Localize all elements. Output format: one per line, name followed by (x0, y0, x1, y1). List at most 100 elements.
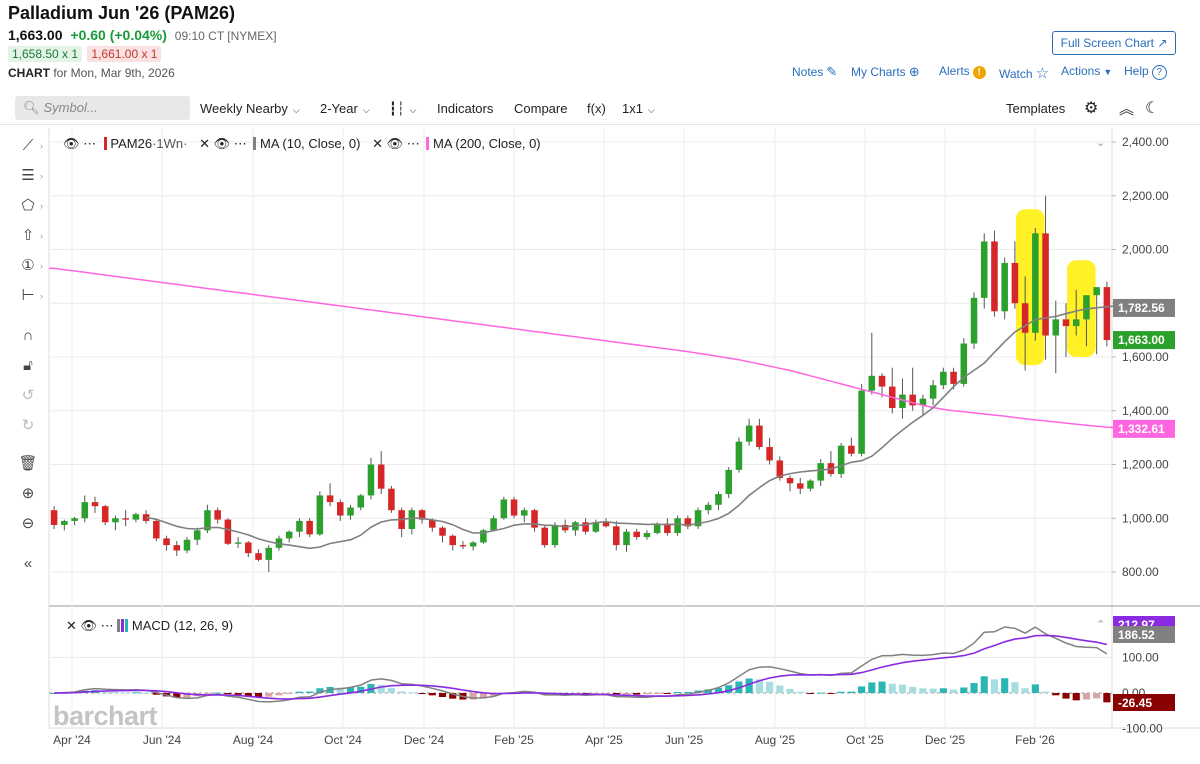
macd-histogram-bar (203, 693, 212, 694)
macd-histogram-bar (980, 676, 988, 693)
help-link[interactable]: Help? (1124, 64, 1167, 80)
magnet-icon[interactable]: ∩ (22, 327, 34, 344)
candle-body (337, 502, 344, 516)
candle-body (224, 519, 232, 544)
candle-body (643, 533, 651, 538)
watch-label: Watch (999, 67, 1033, 81)
symbol-legend-suffix: ·1Wn· (152, 136, 188, 151)
trendline-tool-icon[interactable]: ⟋ › (22, 137, 43, 154)
macd-histogram-bar (612, 693, 620, 695)
macd-histogram-bar (888, 683, 896, 693)
chart-type-dropdown[interactable]: ┇┆ ⌵ (389, 101, 416, 117)
close-icon[interactable]: ✕ (372, 136, 383, 151)
close-icon[interactable]: ✕ (199, 136, 210, 151)
redo-icon[interactable]: ↻ (21, 417, 35, 434)
macd-histogram-bar (622, 693, 631, 695)
macd-tick-label: -100.00 (1122, 722, 1163, 736)
annotation-tool-icon[interactable]: ① › (21, 257, 43, 274)
search-icon: 🔍︎ (23, 100, 40, 115)
notes-link[interactable]: Notes ✎ (792, 64, 837, 80)
macd-histogram-bar (285, 693, 293, 694)
macd-badge (1113, 694, 1175, 711)
more-icon[interactable]: ⋯ (83, 136, 97, 151)
symbol-search-input[interactable]: 🔍︎ Symbol... (15, 96, 190, 120)
candle-body (204, 510, 211, 531)
price-tick-label: 1,600.00 (1122, 350, 1169, 364)
more-icon[interactable]: ⋯ (406, 136, 420, 151)
candle-body (132, 514, 140, 520)
bid-quote: 1,658.50 x 1 (8, 46, 83, 62)
zoom-out-icon[interactable]: ⊖ (21, 515, 35, 532)
candle-body (858, 390, 865, 454)
eye-icon[interactable]: 👁︎ (213, 136, 231, 151)
chart-area[interactable]: 2,400.002,200.002,000.001,800.001,600.00… (0, 128, 1200, 759)
macd-histogram-bar (827, 693, 835, 694)
macd-histogram-bar (745, 678, 753, 693)
shape-tool-icon[interactable]: ⬠ › (21, 197, 43, 214)
gear-icon[interactable]: ⚙ (1084, 100, 1099, 117)
arrow-tool-icon[interactable]: ⇧ › (21, 227, 43, 244)
macd-histogram-bar (776, 685, 784, 693)
candle-body (531, 510, 538, 528)
full-screen-button[interactable]: Full Screen Chart ↗ (1052, 31, 1176, 55)
candle-body (725, 469, 732, 495)
candle-body (122, 518, 129, 520)
measure-tool-icon[interactable]: ⊢ › (21, 287, 43, 304)
close-icon[interactable]: ✕ (66, 618, 77, 633)
undo-icon[interactable]: ↺ (21, 387, 35, 404)
macd-histogram-bar (214, 692, 222, 694)
dark-mode-icon[interactable]: ☾ (1145, 100, 1160, 117)
eye-icon[interactable]: 👁︎ (63, 136, 80, 151)
alerts-link[interactable]: Alerts! (939, 64, 986, 79)
candle-body (265, 547, 273, 560)
price-chart-svg[interactable]: 2,400.002,200.002,000.001,800.001,600.00… (0, 128, 1200, 759)
indicators-button[interactable]: Indicators (437, 101, 494, 116)
zoom-in-icon[interactable]: ⊕ (21, 485, 35, 502)
time-tick-label: Feb '25 (494, 733, 534, 747)
candle-body (1062, 319, 1070, 327)
candle-body (163, 538, 170, 546)
watch-link[interactable]: Watch ☆ (999, 64, 1049, 82)
eye-icon[interactable]: 👁︎ (386, 136, 404, 151)
unlock-icon[interactable]: 🔓︎ (23, 357, 33, 374)
candle-body (326, 495, 334, 503)
candle-body (1072, 319, 1080, 327)
frequency-dropdown[interactable]: Weekly Nearby ⌵ (200, 101, 300, 116)
eye-icon[interactable]: 👁︎ (80, 618, 98, 633)
candle-body (500, 499, 508, 519)
my-charts-link[interactable]: My Charts ⊕ (851, 64, 920, 80)
period-dropdown[interactable]: 2-Year ⌵ (320, 101, 370, 116)
macd-histogram-bar (132, 692, 140, 694)
templates-button[interactable]: Templates (1006, 101, 1066, 116)
layout-label: 1x1 (622, 101, 643, 116)
function-button[interactable]: f(x) (587, 101, 606, 116)
macd-badge (1113, 626, 1175, 643)
macd-histogram-bar (592, 693, 600, 694)
layout-dropdown[interactable]: 1x1 ⌵ (622, 101, 655, 116)
candle-body (449, 535, 457, 546)
actions-menu[interactable]: Actions ▼ (1061, 64, 1112, 78)
trash-icon[interactable]: 🗑︎ (18, 455, 38, 472)
macd-histogram-bar (949, 689, 958, 693)
compare-button[interactable]: Compare (514, 101, 568, 116)
help-label: Help (1124, 64, 1149, 78)
more-icon[interactable]: ⋯ (233, 136, 247, 151)
fibonacci-tool-icon[interactable]: ☰ › (21, 167, 43, 184)
chevron-down-icon: ⌵ (292, 105, 300, 115)
macd-histogram-bar (1072, 693, 1080, 701)
macd-histogram-bar (122, 692, 130, 694)
candle-body (664, 523, 671, 534)
macd-histogram-bar (346, 687, 355, 693)
collapse-icon[interactable]: ︽ (1119, 101, 1135, 118)
collapse-sidebar-icon[interactable]: « (23, 555, 33, 572)
time-tick-label: Jun '25 (665, 733, 704, 747)
more-icon[interactable]: ⋯ (100, 618, 114, 633)
candle-body (929, 385, 937, 399)
macd-histogram-bar (755, 679, 763, 693)
legend-collapse-icon[interactable]: ⌄ (1096, 137, 1106, 149)
macd-collapse-icon[interactable]: ⌃ (1096, 619, 1106, 631)
macd-histogram-bar (152, 693, 160, 695)
macd-histogram-bar (909, 686, 917, 693)
signal-line (54, 634, 1108, 700)
candle-body (551, 524, 559, 546)
